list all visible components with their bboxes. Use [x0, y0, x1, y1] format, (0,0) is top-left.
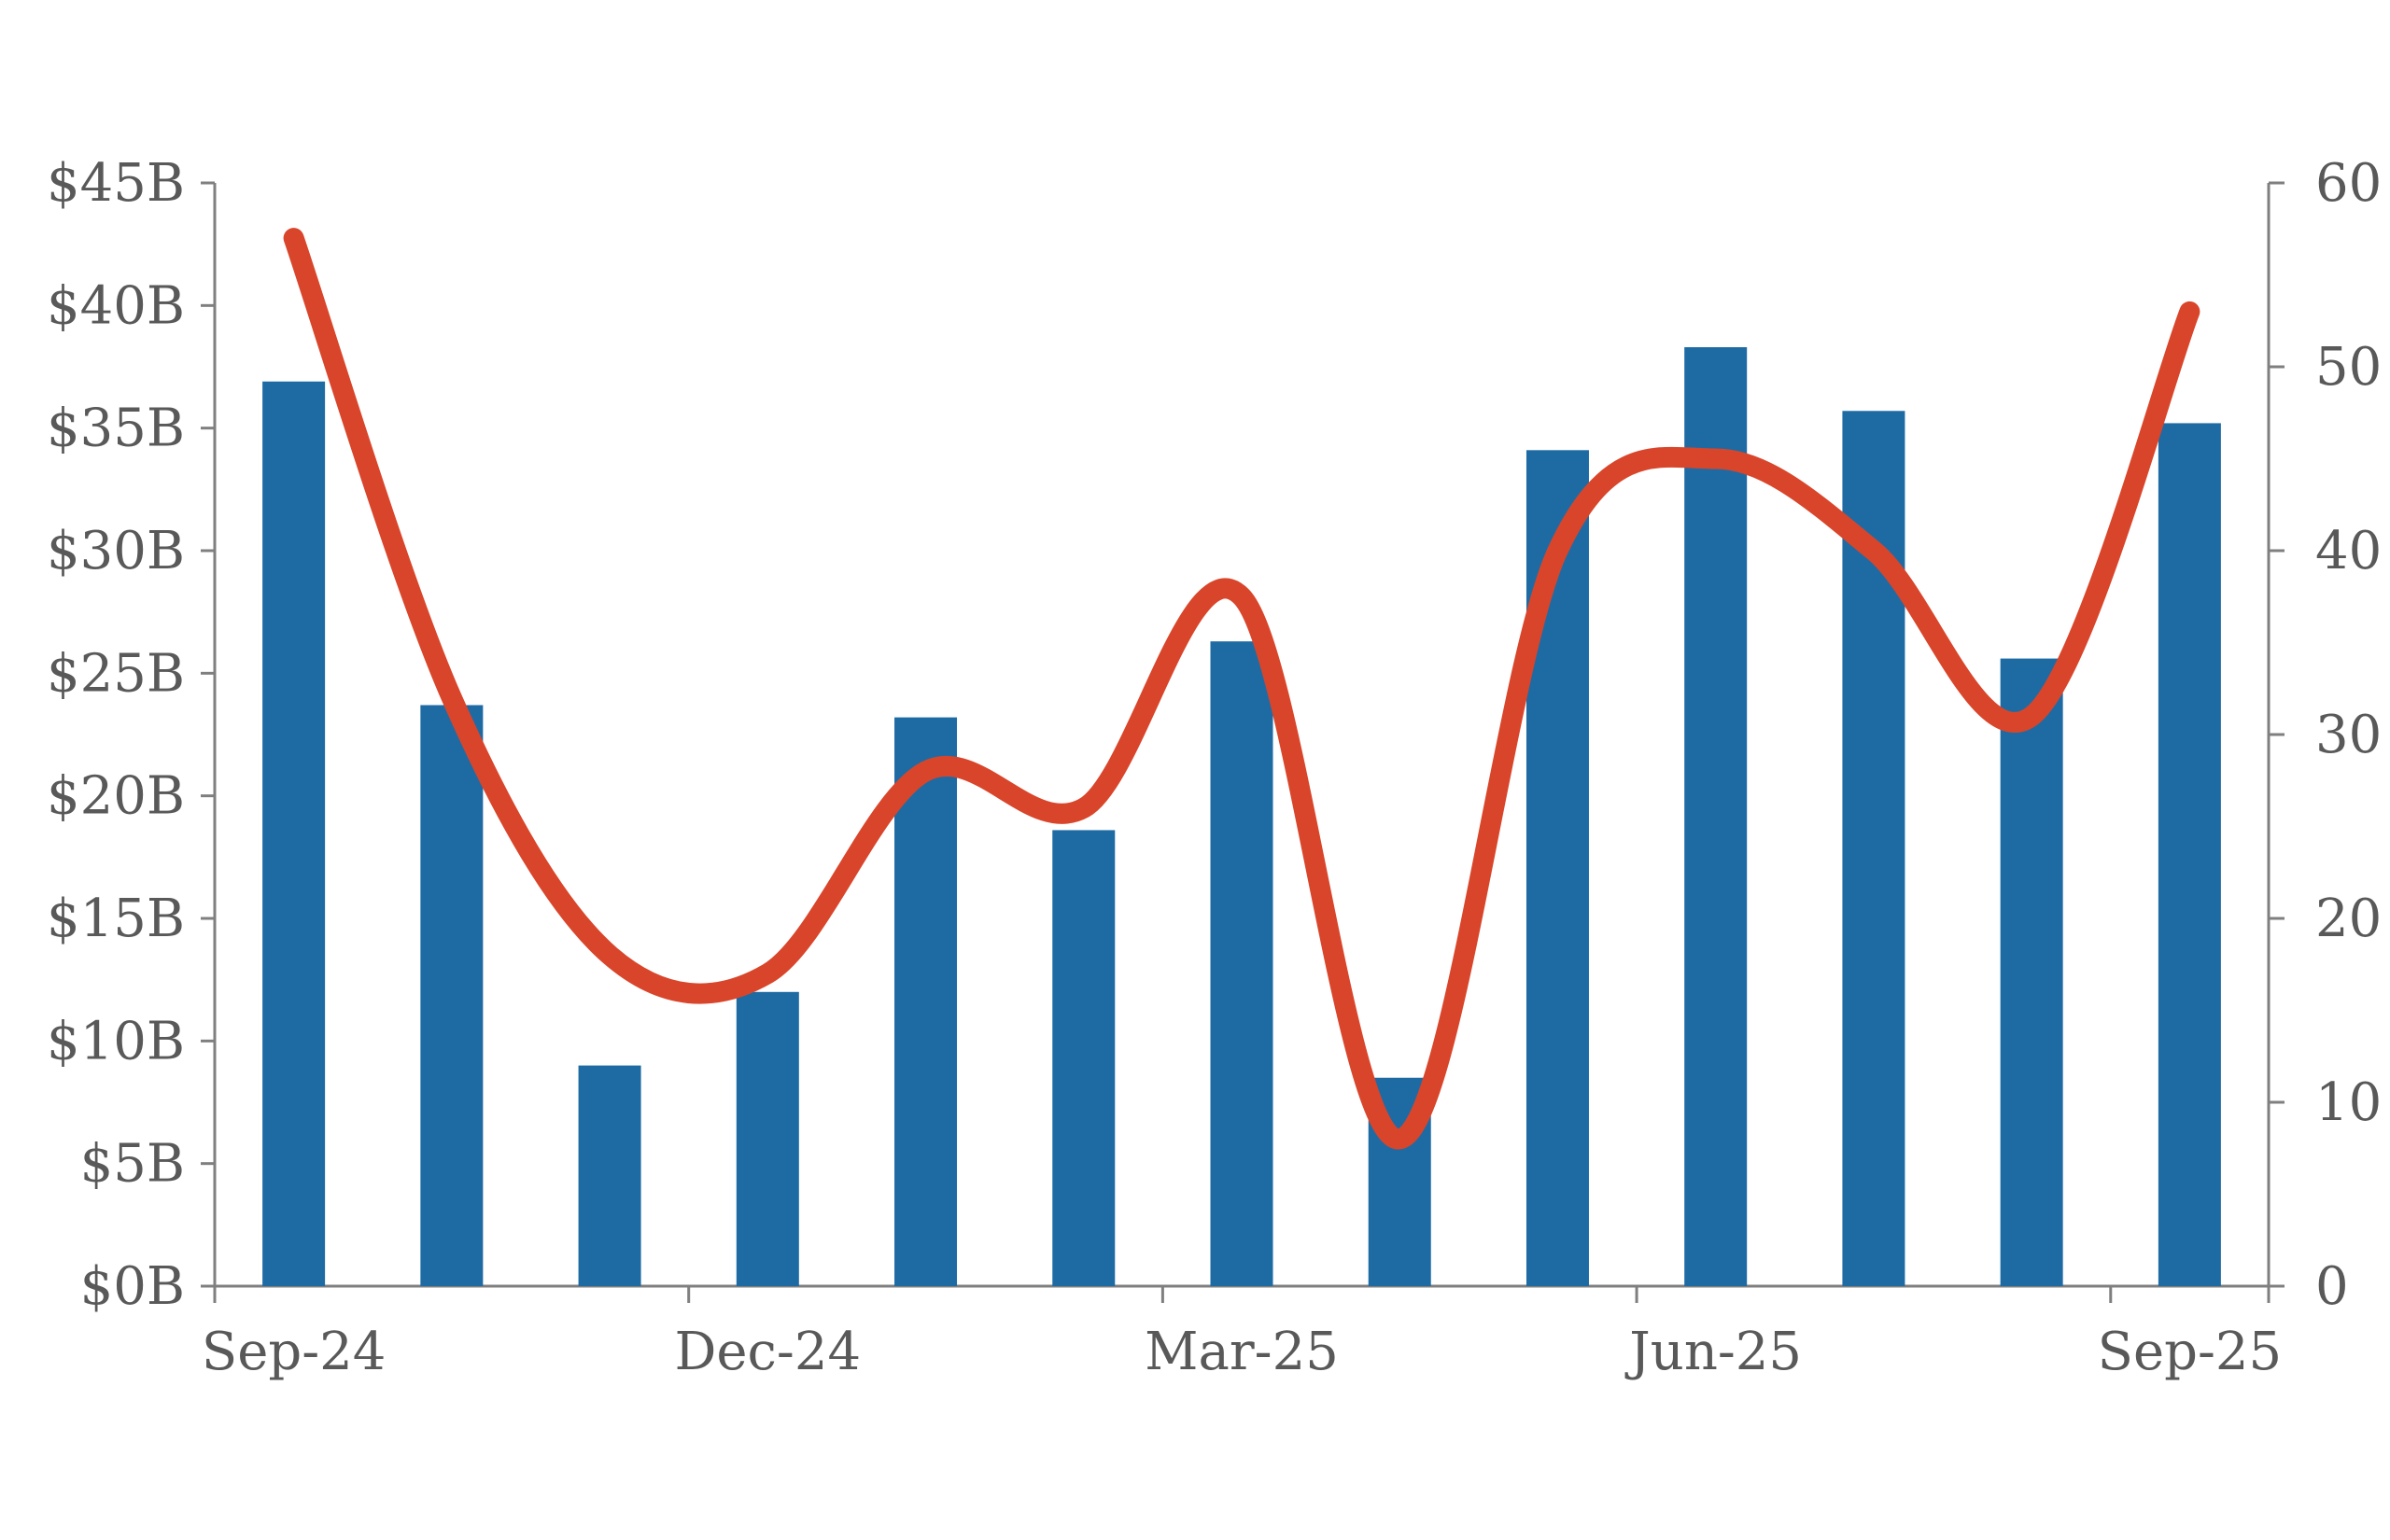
y-axis-right-tick-label: 20 — [2315, 889, 2382, 949]
y-axis-left-tick-label: $10B — [47, 1011, 185, 1071]
y-axis-left-tick-label: $45B — [47, 153, 185, 214]
y-axis-left-tick-label: $15B — [47, 889, 185, 949]
x-axis-month-label: Mar-25 — [1145, 1322, 1339, 1382]
y-axis-right-tick-label: 60 — [2315, 153, 2382, 214]
y-axis-right-tick-label: 30 — [2315, 705, 2382, 765]
bar-Oct-24 — [420, 705, 484, 1286]
bar-Jan-25 — [894, 717, 958, 1286]
bar-Mar-25 — [1210, 641, 1273, 1286]
x-axis-month-label: Dec-24 — [675, 1322, 862, 1382]
y-axis-left-tick-label: $20B — [47, 766, 185, 827]
y-axis-right: 0 10 20 30 40 50 60 — [2267, 153, 2382, 1317]
y-axis-left-tick-label: $25B — [47, 643, 185, 704]
x-axis-month-label: Sep-24 — [202, 1322, 387, 1382]
bar-Feb-25 — [1052, 830, 1116, 1286]
y-axis-left-tick-label: $35B — [47, 399, 185, 459]
bar-Jun-25 — [1684, 346, 1748, 1286]
y-axis-left-tick-label: $40B — [47, 275, 185, 336]
y-axis-left-tick-label: $0B — [80, 1256, 185, 1317]
y-axis-left-tick-label: $5B — [80, 1134, 185, 1195]
y-axis-left-tick-label: $30B — [47, 521, 185, 581]
x-axis-month-label: Sep-25 — [2098, 1322, 2283, 1382]
bar-Aug-25 — [2000, 658, 2063, 1286]
y-axis-left: $0B $5B $10B $15B $20B $25B $30B $35B $40B $45B — [47, 153, 217, 1317]
bar-Sep-24 — [262, 381, 326, 1286]
y-axis-right-tick-label: 0 — [2315, 1256, 2349, 1317]
smooth-line-path — [283, 228, 2200, 1150]
y-axis-right-tick-label: 10 — [2315, 1072, 2382, 1133]
bars-series — [262, 346, 2221, 1287]
x-axis-month-label: Jun-25 — [1624, 1322, 1802, 1382]
bar-Dec-24 — [736, 991, 799, 1286]
y-axis-right-tick-label: 50 — [2315, 337, 2382, 398]
y-axis-right-tick-label: 40 — [2315, 521, 2382, 581]
bar-Nov-24 — [578, 1065, 641, 1286]
bar-Sep-25 — [2158, 423, 2221, 1286]
x-axis: Sep-24 Dec-24 Mar-25 Jun-25 Sep-25 — [202, 1284, 2283, 1382]
